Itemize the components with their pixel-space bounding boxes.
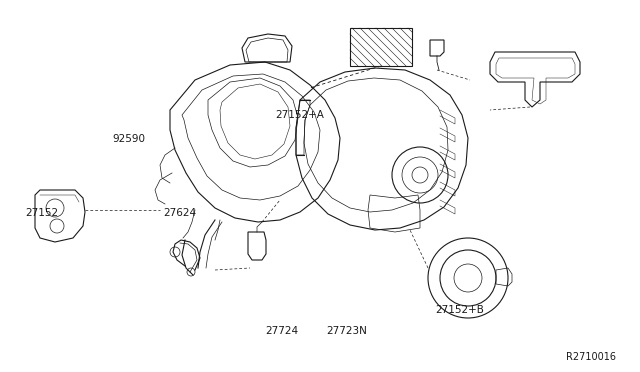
Text: 27152+A: 27152+A bbox=[275, 110, 324, 120]
Text: 27723N: 27723N bbox=[326, 326, 367, 336]
Text: 27724: 27724 bbox=[266, 326, 299, 336]
Text: 92590: 92590 bbox=[112, 134, 145, 144]
Text: 27624: 27624 bbox=[163, 208, 196, 218]
Text: R2710016: R2710016 bbox=[566, 352, 616, 362]
Text: 27152: 27152 bbox=[26, 208, 59, 218]
Text: 27152+B: 27152+B bbox=[435, 305, 484, 315]
